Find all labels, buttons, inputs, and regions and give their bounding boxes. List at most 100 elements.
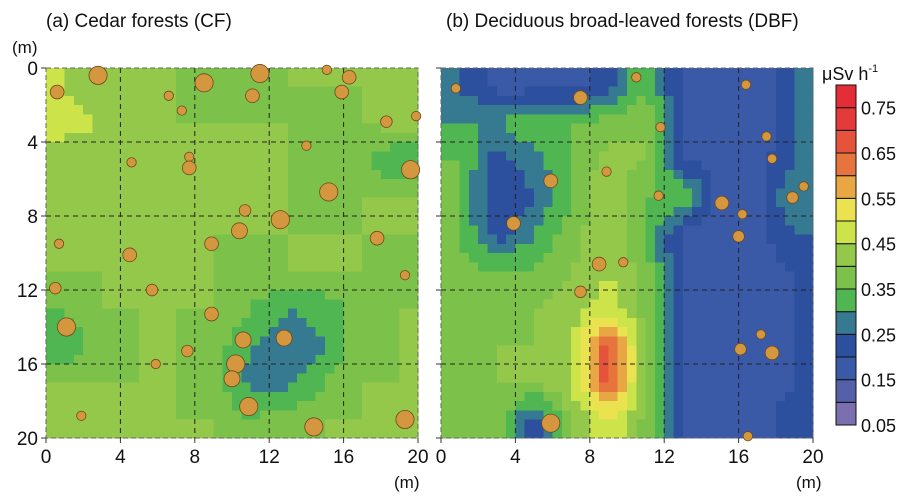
heatmap-cell xyxy=(325,280,335,291)
tree-marker xyxy=(573,90,588,105)
heatmap-cell xyxy=(608,262,619,273)
heatmap-cell xyxy=(441,391,451,402)
heatmap-cell xyxy=(380,151,391,162)
heatmap-cell xyxy=(46,382,56,393)
heatmap-cell xyxy=(534,280,544,291)
heatmap-cell xyxy=(487,280,498,291)
heatmap-cell xyxy=(64,234,75,245)
heatmap-cell xyxy=(241,290,252,300)
heatmap-cell xyxy=(139,132,149,143)
heatmap-cell xyxy=(83,419,94,430)
heatmap-cell xyxy=(589,410,600,421)
heatmap-cell xyxy=(194,428,205,439)
heatmap-cell xyxy=(343,197,354,208)
heatmap-cell xyxy=(450,327,461,337)
heatmap-cell xyxy=(185,234,196,245)
heatmap-cell xyxy=(645,290,656,300)
heatmap-cell xyxy=(380,105,391,115)
heatmap-cell xyxy=(64,373,75,384)
heatmap-cell xyxy=(608,364,619,374)
heatmap-cell xyxy=(334,382,345,393)
heatmap-cell xyxy=(408,317,419,328)
heatmap-cell xyxy=(371,253,382,263)
heatmap-cell xyxy=(561,428,572,439)
heatmap-cell xyxy=(487,123,498,134)
heatmap-cell xyxy=(571,206,582,217)
heatmap-cell xyxy=(729,410,740,421)
heatmap-cell xyxy=(166,262,177,273)
heatmap-cell xyxy=(371,391,382,402)
heatmap-cell xyxy=(729,336,740,347)
heatmap-cell xyxy=(297,105,307,115)
heatmap-cell xyxy=(710,206,721,217)
heatmap-cell xyxy=(334,243,345,254)
heatmap-cell xyxy=(487,169,498,180)
heatmap-cell xyxy=(55,169,66,180)
heatmap-cell xyxy=(176,68,187,78)
heatmap-cell xyxy=(496,95,507,106)
heatmap-cell xyxy=(46,410,56,421)
heatmap-cell xyxy=(468,345,479,356)
heatmap-cell xyxy=(46,151,56,162)
tree-marker xyxy=(541,413,561,433)
heatmap-cell xyxy=(297,197,307,208)
heatmap-cell xyxy=(627,364,637,374)
heatmap-cell xyxy=(362,345,373,356)
heatmap-cell xyxy=(561,419,572,430)
heatmap-cell xyxy=(766,410,777,421)
heatmap-cell xyxy=(297,169,307,180)
heatmap-cell xyxy=(269,169,280,180)
heatmap-cell xyxy=(459,95,470,106)
heatmap-cell xyxy=(561,391,572,402)
heatmap-cell xyxy=(157,391,168,402)
heatmap-cell xyxy=(232,382,242,393)
heatmap-cell xyxy=(785,206,795,217)
heatmap-cell xyxy=(111,68,121,78)
heatmap-cell xyxy=(515,308,526,319)
heatmap-cell xyxy=(664,419,675,430)
heatmap-cell xyxy=(729,86,740,97)
heatmap-cell xyxy=(487,142,498,152)
heatmap-cell xyxy=(306,401,317,411)
heatmap-cell xyxy=(543,428,554,439)
heatmap-cell xyxy=(120,169,131,180)
heatmap-cell xyxy=(515,77,526,88)
heatmap-cell xyxy=(139,428,149,439)
heatmap-cell xyxy=(478,401,489,411)
heatmap-cell xyxy=(334,345,345,356)
heatmap-cell xyxy=(496,336,507,347)
heatmap-cell xyxy=(487,262,498,273)
heatmap-cell xyxy=(571,336,582,347)
heatmap-cell xyxy=(111,327,121,337)
heatmap-cell xyxy=(399,243,410,254)
heatmap-cell xyxy=(213,401,224,411)
heatmap-cell xyxy=(627,317,637,328)
heatmap-cell xyxy=(64,95,75,106)
heatmap-cell xyxy=(775,364,786,374)
heatmap-cell xyxy=(803,419,814,430)
heatmap-cell xyxy=(176,132,187,143)
heatmap-cell xyxy=(222,132,233,143)
heatmap-cell xyxy=(297,68,307,78)
heatmap-cell xyxy=(157,197,168,208)
heatmap-cell xyxy=(645,169,656,180)
heatmap-cell xyxy=(46,299,56,310)
colorbar-bin xyxy=(835,311,857,335)
heatmap-cell xyxy=(487,225,498,236)
heatmap-cell xyxy=(617,225,628,236)
heatmap-cell xyxy=(580,373,591,384)
heatmap-cell xyxy=(250,262,261,273)
heatmap-cell xyxy=(120,197,131,208)
heatmap-cell xyxy=(213,345,224,356)
heatmap-cell xyxy=(157,280,168,291)
heatmap-cell xyxy=(148,142,159,152)
heatmap-cell xyxy=(83,225,94,236)
tree-marker xyxy=(176,105,187,116)
heatmap-cell xyxy=(157,253,168,263)
heatmap-cell xyxy=(352,308,363,319)
heatmap-cell xyxy=(166,327,177,337)
heatmap-cell xyxy=(101,142,112,152)
heatmap-cell xyxy=(380,86,391,97)
heatmap-cell xyxy=(139,234,149,245)
heatmap-cell xyxy=(390,151,400,162)
